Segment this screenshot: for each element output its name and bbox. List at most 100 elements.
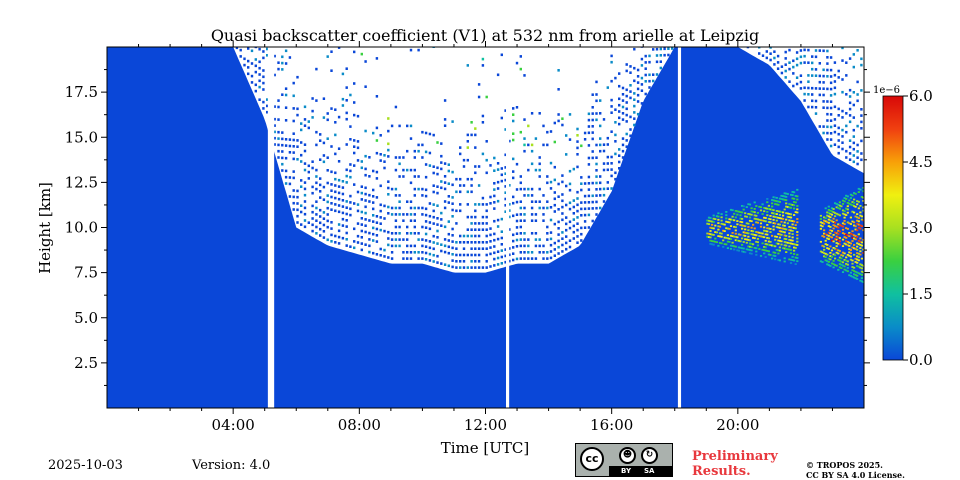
cloud-cell <box>837 259 840 261</box>
speckle <box>273 73 276 77</box>
cloud-cell <box>854 228 857 231</box>
speckle <box>440 161 443 164</box>
speckle <box>334 133 337 137</box>
speckle <box>417 175 420 178</box>
speckle <box>459 266 462 269</box>
speckle <box>841 78 844 81</box>
cloud-cell <box>841 199 845 202</box>
speckle <box>587 118 591 122</box>
speckle <box>421 187 424 191</box>
cloud-cell <box>778 210 781 213</box>
speckle <box>356 146 360 150</box>
speckle <box>515 238 519 242</box>
speckle <box>300 204 303 207</box>
cloud-cell <box>845 269 848 272</box>
speckle <box>345 111 348 115</box>
speckle <box>640 57 644 61</box>
speckle <box>364 154 367 158</box>
speckle <box>515 200 519 204</box>
speckle <box>322 211 326 214</box>
speckle <box>424 251 428 255</box>
cloud-cell <box>848 202 851 205</box>
speckle <box>284 169 288 173</box>
cloud-cell <box>712 227 715 230</box>
speckle <box>322 217 326 220</box>
speckle <box>508 228 511 231</box>
speckle <box>504 109 507 112</box>
speckle <box>587 156 591 160</box>
cloud-cell <box>755 234 758 237</box>
cloud-cell <box>734 245 737 248</box>
cloud-cell <box>739 211 742 213</box>
speckle <box>795 57 799 61</box>
speckle <box>379 228 382 232</box>
speckle <box>443 263 447 266</box>
cloud-cell <box>830 207 834 210</box>
speckle <box>281 93 284 96</box>
speckle <box>841 141 844 144</box>
speckle <box>349 169 352 173</box>
speckle <box>451 120 454 123</box>
cloud-cell <box>766 201 769 204</box>
speckle <box>428 252 432 256</box>
speckle <box>799 49 803 52</box>
speckle <box>762 42 764 45</box>
speckle <box>262 81 265 85</box>
cloud-cell <box>823 232 826 235</box>
cloud-cell <box>778 217 781 219</box>
cloud-cell <box>788 206 791 209</box>
cloud-cell <box>832 224 835 227</box>
cloud-cell <box>856 203 859 206</box>
speckle <box>621 99 625 102</box>
speckle <box>406 232 409 235</box>
cloud-cell <box>826 211 829 214</box>
speckle <box>655 73 659 76</box>
speckle <box>296 145 299 148</box>
cloud-cell <box>706 232 709 235</box>
cloud-cell <box>791 239 794 242</box>
speckle <box>583 138 587 141</box>
speckle <box>474 209 477 213</box>
cloud-cell <box>755 231 758 233</box>
cloud-cell <box>849 216 852 219</box>
speckle <box>841 59 844 62</box>
speckle <box>315 213 318 216</box>
speckle <box>822 49 825 53</box>
cloud-cell <box>854 248 857 250</box>
speckle <box>523 194 526 197</box>
speckle <box>530 112 534 115</box>
speckle <box>455 190 458 194</box>
cloud-cell <box>856 274 859 277</box>
speckle <box>826 100 829 103</box>
speckle <box>284 144 288 147</box>
speckle <box>455 247 458 250</box>
speckle <box>841 116 844 119</box>
cloud-cell <box>862 209 864 212</box>
speckle <box>538 175 541 178</box>
cloud-cell <box>788 219 791 222</box>
cloud-cell <box>772 225 775 228</box>
speckle <box>330 189 333 192</box>
cloud-cell <box>782 231 785 233</box>
cloud-cell <box>856 216 859 219</box>
speckle <box>470 241 473 244</box>
speckle <box>644 73 647 77</box>
speckle <box>368 231 371 235</box>
cloud-cell <box>793 220 796 223</box>
cloud-cell <box>796 188 799 191</box>
cloud-cell <box>759 209 763 212</box>
cloud-cell <box>856 245 859 248</box>
cloud-cell <box>846 267 849 269</box>
cloud-cell <box>835 245 838 248</box>
cloud-cell <box>712 217 715 220</box>
speckle <box>424 232 428 236</box>
speckle <box>557 182 560 186</box>
speckle <box>250 49 254 53</box>
cloud-cell <box>741 250 744 253</box>
speckle <box>629 96 632 100</box>
speckle <box>606 162 609 165</box>
speckle <box>398 162 401 166</box>
speckle <box>792 72 795 75</box>
speckle <box>303 124 307 127</box>
cloud-cell <box>761 219 764 222</box>
